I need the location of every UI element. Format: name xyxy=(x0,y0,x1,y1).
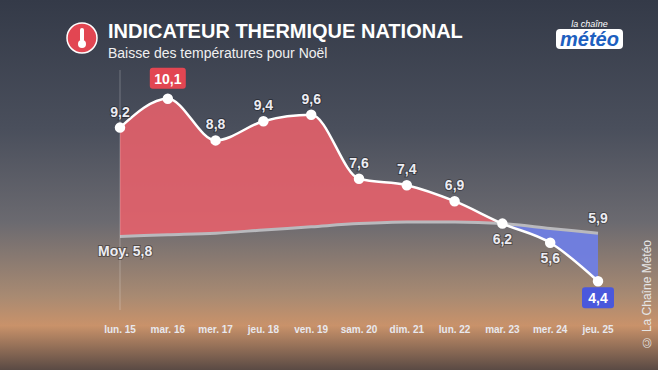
html-text:la chaîne: la chaîne xyxy=(571,19,608,29)
html-text:météo: météo xyxy=(560,28,619,50)
svg-text:10,1: 10,1 xyxy=(154,71,181,87)
svg-text:mer. 24: mer. 24 xyxy=(533,324,568,335)
svg-text:6,9: 6,9 xyxy=(445,177,465,193)
svg-text:mar. 16: mar. 16 xyxy=(151,324,186,335)
svg-text:mar. 23: mar. 23 xyxy=(485,324,520,335)
svg-text:9,6: 9,6 xyxy=(301,91,321,107)
svg-text:9,4: 9,4 xyxy=(254,97,274,113)
svg-text:5,9: 5,9 xyxy=(588,210,608,226)
svg-text:6,2: 6,2 xyxy=(493,231,513,247)
svg-text:9,2: 9,2 xyxy=(110,104,130,120)
svg-text:8,8: 8,8 xyxy=(206,116,226,132)
html-text:© La Chaîne Météo: © La Chaîne Météo xyxy=(640,240,654,350)
html-text:INDICATEUR THERMIQUE NATIONAL: INDICATEUR THERMIQUE NATIONAL xyxy=(108,20,463,42)
svg-text:7,4: 7,4 xyxy=(397,161,417,177)
svg-text:mer. 17: mer. 17 xyxy=(198,324,233,335)
svg-text:dim. 21: dim. 21 xyxy=(390,324,425,335)
svg-text:sam. 20: sam. 20 xyxy=(341,324,378,335)
svg-text:jeu. 25: jeu. 25 xyxy=(581,324,614,335)
svg-text:lun. 22: lun. 22 xyxy=(439,324,471,335)
svg-text:Moy. 5,8: Moy. 5,8 xyxy=(98,243,152,259)
svg-text:5,6: 5,6 xyxy=(540,250,560,266)
svg-text:ven. 19: ven. 19 xyxy=(294,324,328,335)
svg-text:7,6: 7,6 xyxy=(349,155,369,171)
svg-text:lun. 15: lun. 15 xyxy=(104,324,136,335)
svg-text:jeu. 18: jeu. 18 xyxy=(247,324,280,335)
svg-text:4,4: 4,4 xyxy=(588,290,608,306)
html-text:Baisse des températures pour N: Baisse des températures pour Noël xyxy=(108,45,328,61)
